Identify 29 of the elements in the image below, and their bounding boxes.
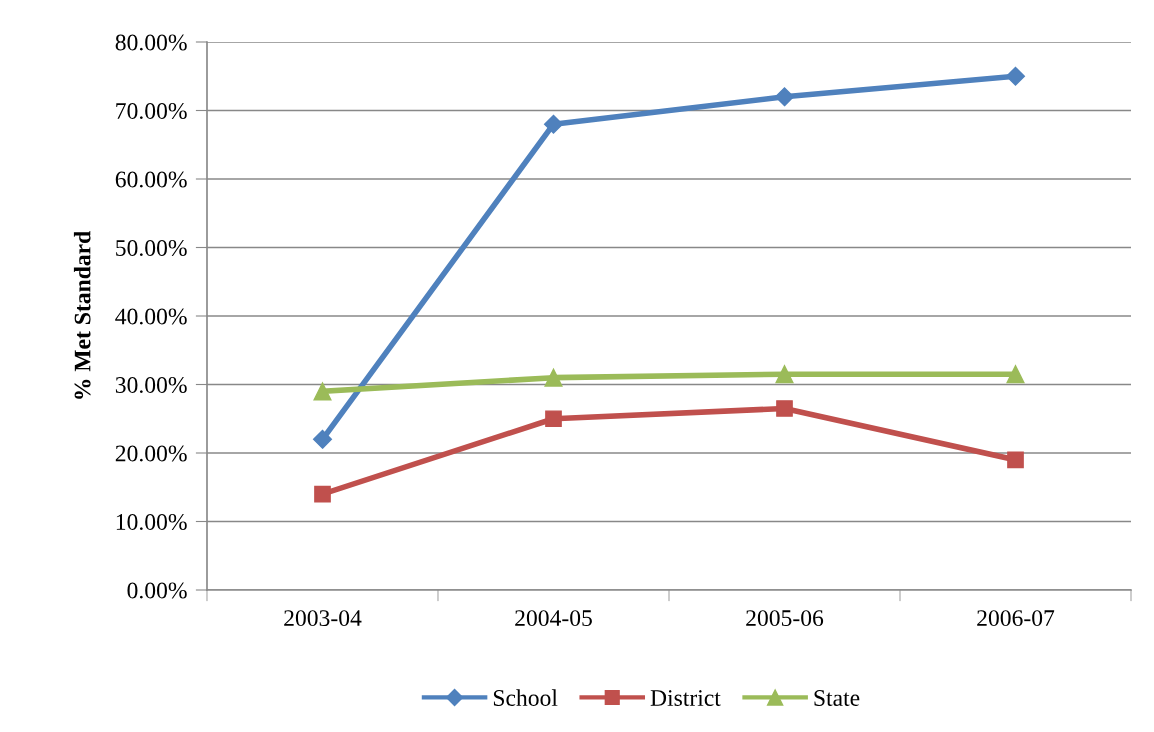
y-tick-label: 40.00% (115, 308, 187, 325)
point (1005, 66, 1026, 86)
y-tick-label: 70.00% (116, 102, 187, 120)
legend-label: School (493, 689, 558, 706)
y-tick-label: 30.00% (115, 376, 187, 394)
y-tick-label: 10.00% (116, 513, 187, 531)
point (313, 382, 332, 401)
x-tick-label: 2005-06 (746, 610, 824, 627)
x-tick-label: 2004-05 (515, 610, 592, 627)
y-tick-label: 0.00% (127, 582, 187, 599)
y-tick-label: 20.00% (115, 445, 187, 462)
point (545, 410, 562, 428)
point (314, 485, 331, 503)
legend-label: State (814, 690, 860, 706)
point (1006, 365, 1025, 384)
point (543, 114, 564, 134)
point (775, 365, 794, 384)
y-axis-title: % Met Standard (73, 231, 91, 399)
point (312, 429, 333, 449)
point (544, 368, 563, 387)
point (776, 400, 793, 417)
legend-label: District (650, 690, 721, 706)
x-tick-label: 2003-04 (284, 610, 362, 627)
point (774, 87, 795, 107)
y-tick-label: 80.00% (115, 34, 187, 51)
x-tick-label: 2006-07 (977, 610, 1055, 627)
point (1007, 451, 1024, 469)
y-tick-label: 50.00% (116, 239, 187, 257)
y-tick-label: 60.00% (115, 171, 187, 188)
